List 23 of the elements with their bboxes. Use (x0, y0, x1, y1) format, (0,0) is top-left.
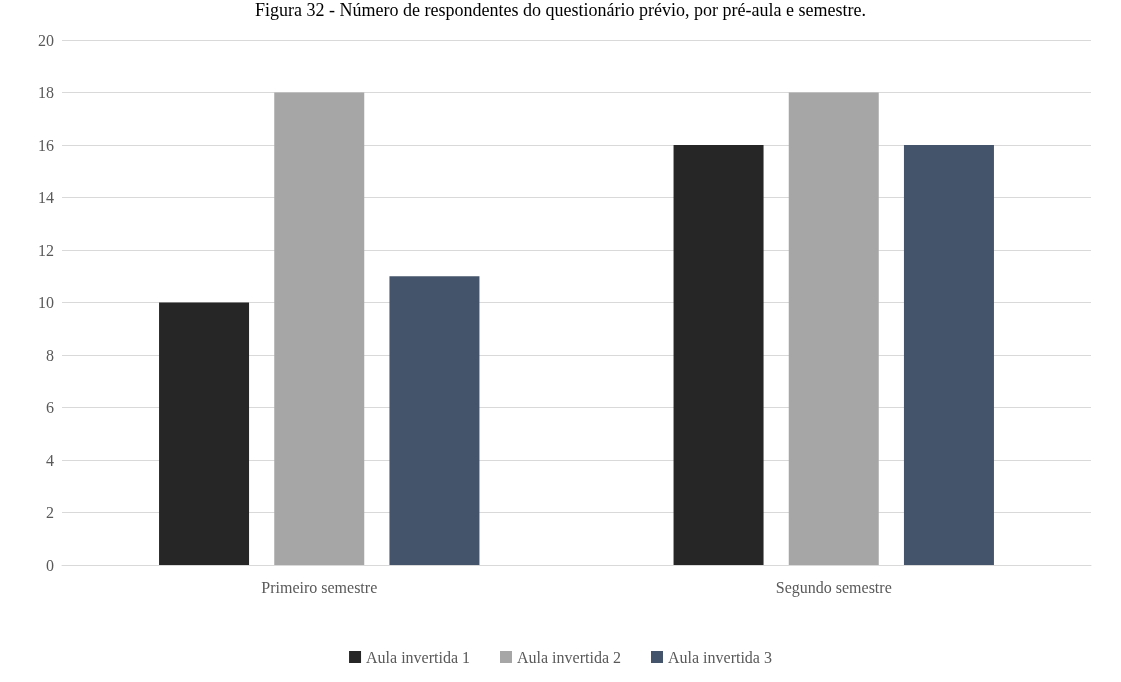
y-tick-label: 12 (38, 241, 54, 259)
y-tick-label: 0 (46, 556, 54, 574)
y-tick-label: 2 (46, 504, 54, 521)
bar (903, 145, 994, 565)
y-tick-label: 4 (46, 451, 54, 469)
y-tick-label: 18 (38, 84, 54, 101)
y-tick-label: 10 (38, 294, 54, 311)
x-tick-label: Segundo semestre (775, 578, 892, 597)
chart-title: Figura 32 - Número de respondentes do questionário prévio, por pré-aula e semestre. (255, 0, 866, 20)
y-tick-label: 6 (46, 399, 54, 416)
bar (274, 92, 365, 565)
x-tick-label: Primeiro semestre (261, 578, 378, 596)
bar (788, 92, 879, 565)
bar (389, 276, 480, 565)
y-tick-label: 20 (38, 31, 54, 49)
bar (159, 302, 250, 565)
legend-label: Aula invertida 1 (366, 648, 471, 666)
legend-label: Aula invertida 2 (517, 648, 621, 666)
y-tick-label: 8 (46, 346, 54, 364)
legend-label: Aula invertida 3 (667, 648, 772, 666)
y-tick-label: 16 (38, 136, 54, 154)
y-tick-label: 14 (38, 189, 54, 206)
bar (673, 145, 764, 565)
